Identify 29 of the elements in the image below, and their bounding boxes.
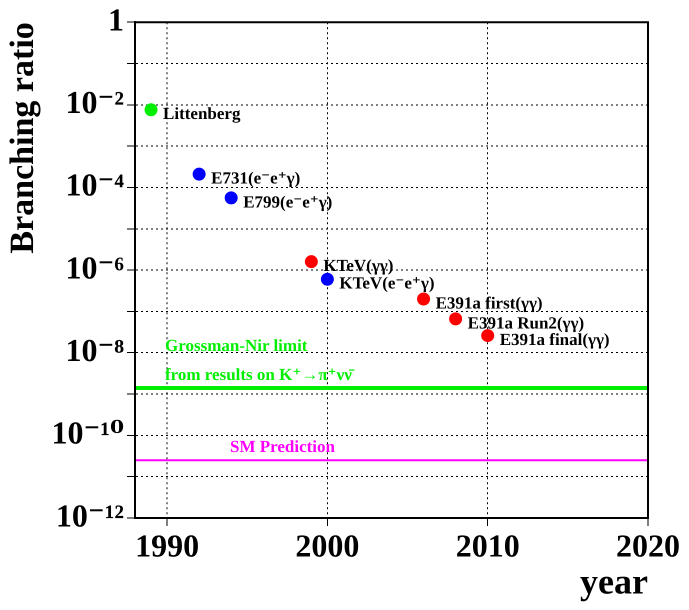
y-tick-label: 10⁻¹² — [56, 497, 124, 534]
x-tick-label: 2010 — [456, 527, 520, 564]
annotation: E391a Run2(γγ) — [468, 313, 584, 332]
annotation: KTeV(γγ) — [323, 256, 394, 276]
y-tick-label: 10⁻⁴ — [66, 166, 124, 203]
annotation: Littenberg — [163, 104, 241, 124]
point — [481, 329, 494, 342]
x-axis-title: year — [580, 562, 648, 602]
y-tick-label: 1 — [108, 1, 124, 38]
y-tick-label: 10⁻⁸ — [66, 332, 124, 368]
y-tick-label: 10⁻¹⁰ — [52, 414, 124, 451]
point — [449, 312, 462, 326]
annotation: KTeV(e⁻e⁺γ) — [339, 274, 435, 293]
x-tick-label: 1990 — [135, 527, 200, 564]
annotation: E799(e⁻e⁺γ) — [243, 192, 332, 212]
point — [417, 292, 430, 306]
point — [144, 103, 158, 116]
annotation: E731(e⁻e⁺γ) — [211, 168, 300, 188]
y-axis-title: Branching ratio — [4, 22, 42, 254]
ref-line-label: Grossman-Nir limit from results on K⁺→π⁺νν̄ — [165, 336, 355, 384]
point — [192, 168, 206, 181]
point — [304, 255, 318, 268]
y-tick-label: 10⁻² — [66, 84, 124, 120]
x-tick-label: 2020 — [616, 527, 680, 564]
annotation: E391a first(γγ) — [436, 293, 543, 312]
ref-line-label: SM Prediction — [230, 437, 336, 456]
x-tick-label: 2000 — [295, 527, 360, 564]
point — [224, 191, 238, 204]
y-tick-label: 10⁻⁶ — [66, 249, 124, 286]
